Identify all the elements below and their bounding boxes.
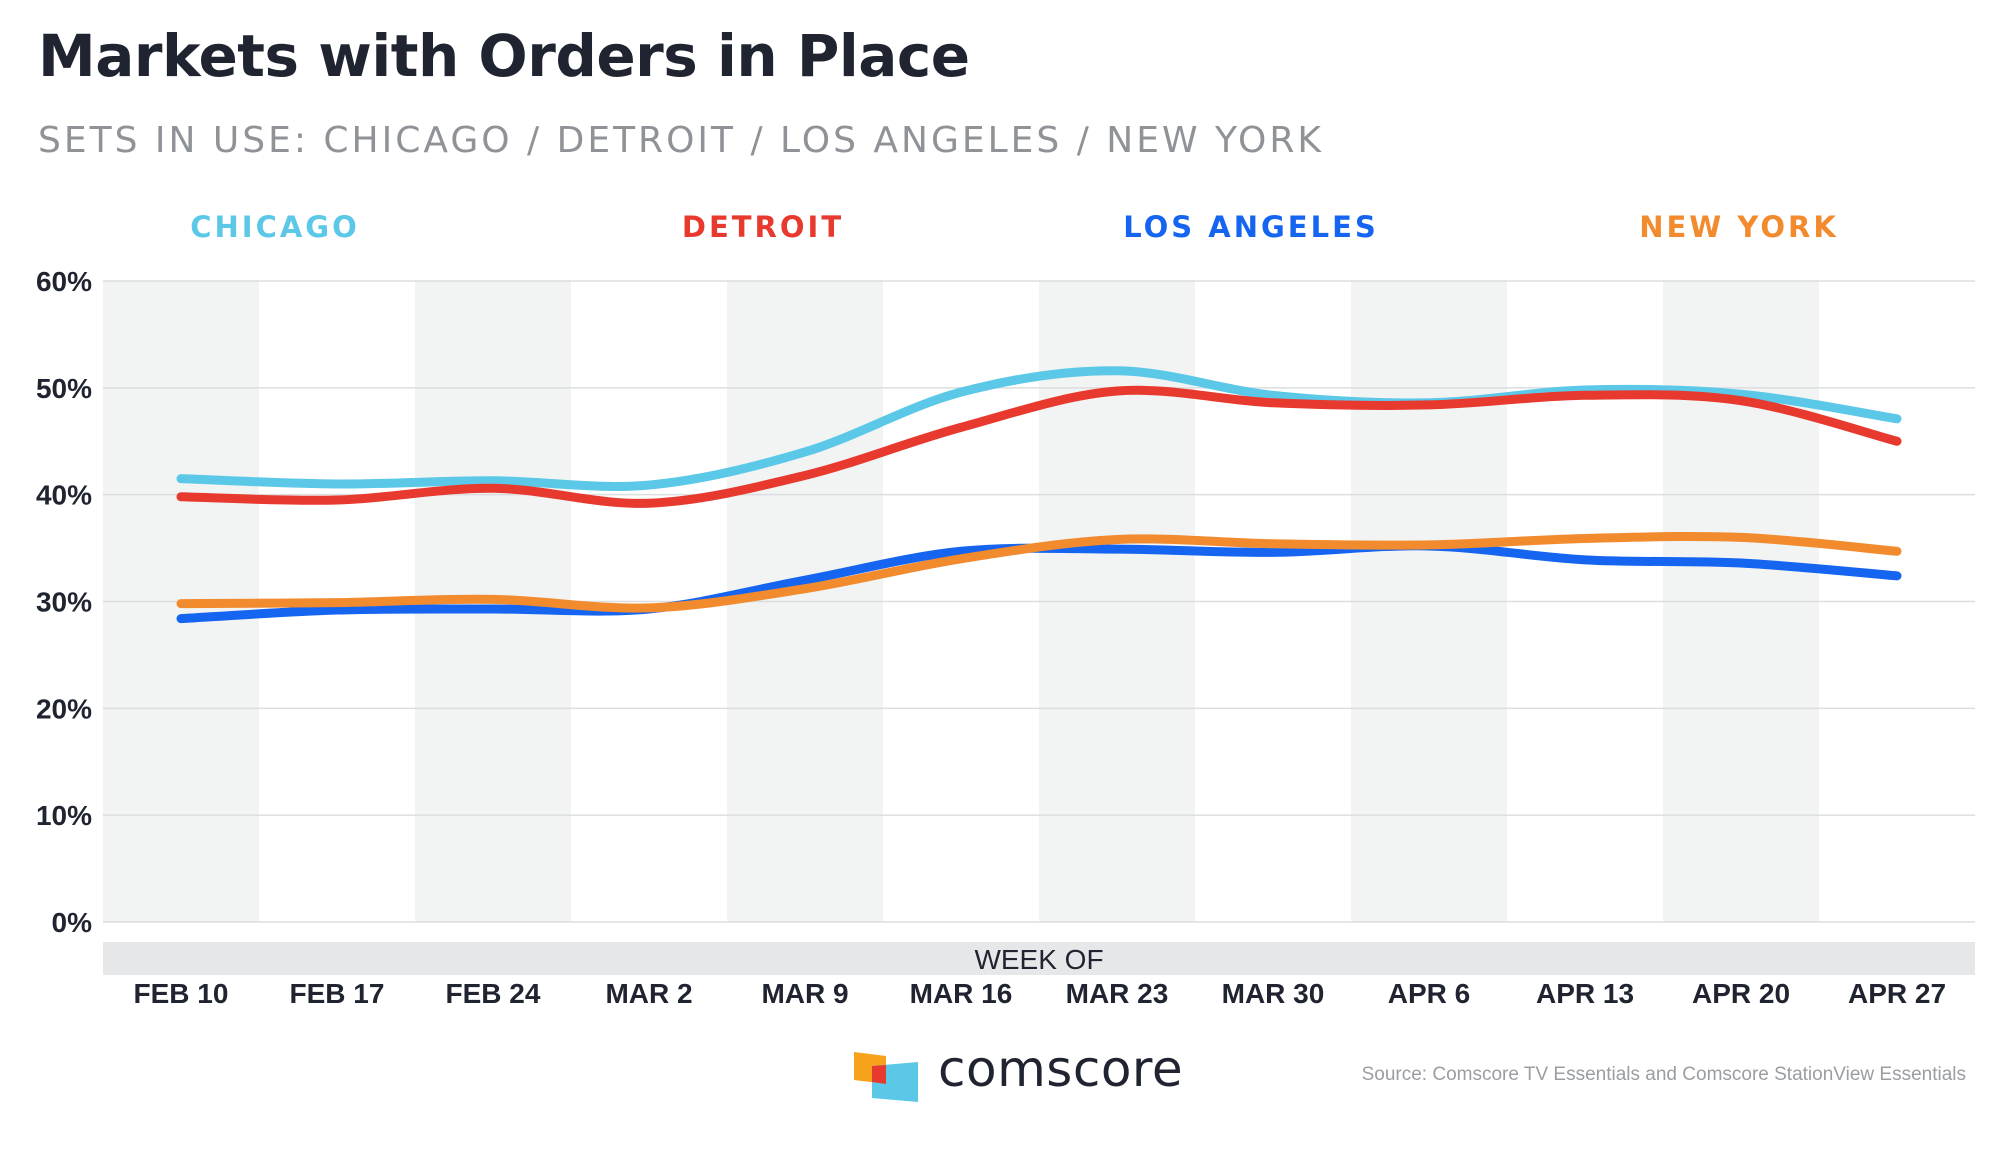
comscore-logo-icon <box>854 1052 918 1102</box>
y-tick-label: 10% <box>36 800 92 831</box>
x-tick-label: MAR 9 <box>761 978 848 1009</box>
x-tick-label: APR 13 <box>1536 978 1634 1009</box>
x-tick-label: APR 20 <box>1692 978 1790 1009</box>
x-tick-label: APR 27 <box>1848 978 1946 1009</box>
x-tick-label: MAR 23 <box>1066 978 1169 1009</box>
y-tick-label: 60% <box>36 266 92 297</box>
series-line-new-york <box>176 531 1902 613</box>
series-line-detroit <box>176 385 1902 508</box>
y-tick-label: 50% <box>36 373 92 404</box>
y-tick-label: 20% <box>36 693 92 724</box>
source-note: Source: Comscore TV Essentials and Comsc… <box>1361 1064 1966 1085</box>
y-tick-label: 0% <box>52 907 93 938</box>
legend-entry: LOS ANGELES <box>1123 210 1379 244</box>
y-tick-label: 40% <box>36 480 92 511</box>
logo-red-shape <box>872 1065 886 1084</box>
x-axis-label: WEEK OF <box>974 944 1103 975</box>
y-tick-label: 30% <box>36 587 92 618</box>
chart-subtitle: SETS IN USE: CHICAGO / DETROIT / LOS ANG… <box>38 120 1324 161</box>
x-axis-band <box>103 942 1975 975</box>
series-line-chicago <box>176 366 1902 491</box>
x-tick-label: MAR 30 <box>1222 978 1325 1009</box>
x-tick-label: MAR 16 <box>910 978 1013 1009</box>
x-tick-label: FEB 10 <box>134 978 229 1009</box>
brand-name: comscore <box>938 1040 1184 1098</box>
x-tick-label: FEB 24 <box>446 978 541 1009</box>
legend-entry: CHICAGO <box>190 210 360 244</box>
x-tick-label: APR 6 <box>1388 978 1470 1009</box>
chart-title: Markets with Orders in Place <box>38 22 970 90</box>
x-tick-label: MAR 2 <box>605 978 692 1009</box>
legend-entry: NEW YORK <box>1639 210 1839 244</box>
legend-entry: DETROIT <box>682 210 844 244</box>
x-tick-label: FEB 17 <box>290 978 385 1009</box>
